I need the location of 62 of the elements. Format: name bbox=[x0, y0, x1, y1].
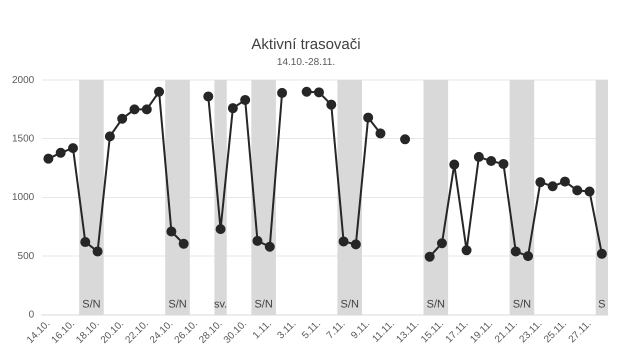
point bbox=[154, 86, 164, 97]
band-label: S bbox=[598, 298, 606, 310]
point bbox=[314, 87, 324, 98]
point bbox=[129, 104, 140, 114]
point bbox=[178, 238, 189, 249]
point bbox=[400, 134, 410, 144]
point bbox=[436, 238, 447, 248]
band-label: S/N bbox=[512, 298, 532, 310]
point bbox=[203, 91, 214, 102]
point bbox=[166, 226, 176, 236]
point bbox=[104, 131, 115, 142]
point bbox=[449, 160, 460, 170]
point bbox=[584, 186, 595, 197]
y-tick-label: 500 bbox=[18, 250, 35, 262]
point bbox=[572, 185, 582, 196]
point bbox=[535, 177, 546, 188]
point bbox=[363, 112, 374, 123]
point bbox=[252, 236, 262, 246]
point bbox=[228, 103, 238, 114]
point bbox=[486, 156, 496, 166]
point bbox=[142, 104, 152, 114]
point bbox=[375, 128, 386, 138]
band-label: S/N bbox=[340, 298, 359, 310]
point bbox=[92, 246, 103, 256]
point bbox=[424, 252, 435, 262]
point bbox=[350, 239, 361, 250]
point bbox=[68, 143, 78, 154]
band-label: sv. bbox=[214, 298, 228, 310]
chart-subtitle: 14.10.-28.11. bbox=[276, 56, 336, 68]
x-tick-label: 5.11. bbox=[300, 318, 324, 342]
y-tick-label: 0 bbox=[28, 310, 35, 321]
band-label: S/N bbox=[426, 298, 446, 310]
point bbox=[462, 245, 472, 256]
point bbox=[117, 114, 128, 124]
band-label: S/N bbox=[168, 298, 187, 310]
x-tick-label: 3.11. bbox=[275, 318, 298, 342]
y-tick-label: 2000 bbox=[12, 74, 35, 86]
point bbox=[523, 251, 534, 262]
point bbox=[240, 94, 250, 105]
point bbox=[474, 152, 484, 162]
x-tick-label: 9.11. bbox=[349, 318, 372, 342]
point bbox=[326, 100, 336, 110]
x-tick-label: 7.11. bbox=[324, 318, 348, 342]
point bbox=[560, 176, 570, 187]
point bbox=[43, 154, 54, 164]
x-tick-label: 1.11. bbox=[250, 318, 274, 342]
point bbox=[498, 158, 508, 169]
point bbox=[338, 236, 349, 246]
point bbox=[264, 242, 275, 252]
point bbox=[596, 248, 607, 259]
point bbox=[510, 246, 521, 256]
point bbox=[302, 86, 312, 97]
point bbox=[548, 181, 558, 192]
y-tick-label: 1500 bbox=[12, 133, 35, 144]
point bbox=[216, 224, 226, 234]
y-tick-label: 1000 bbox=[12, 192, 35, 204]
band-label: S/N bbox=[254, 298, 273, 310]
point bbox=[80, 237, 90, 248]
chart-title: Aktivní trasovači bbox=[251, 36, 361, 54]
point bbox=[56, 148, 66, 158]
point bbox=[277, 88, 288, 98]
band-label: S/N bbox=[82, 298, 101, 310]
